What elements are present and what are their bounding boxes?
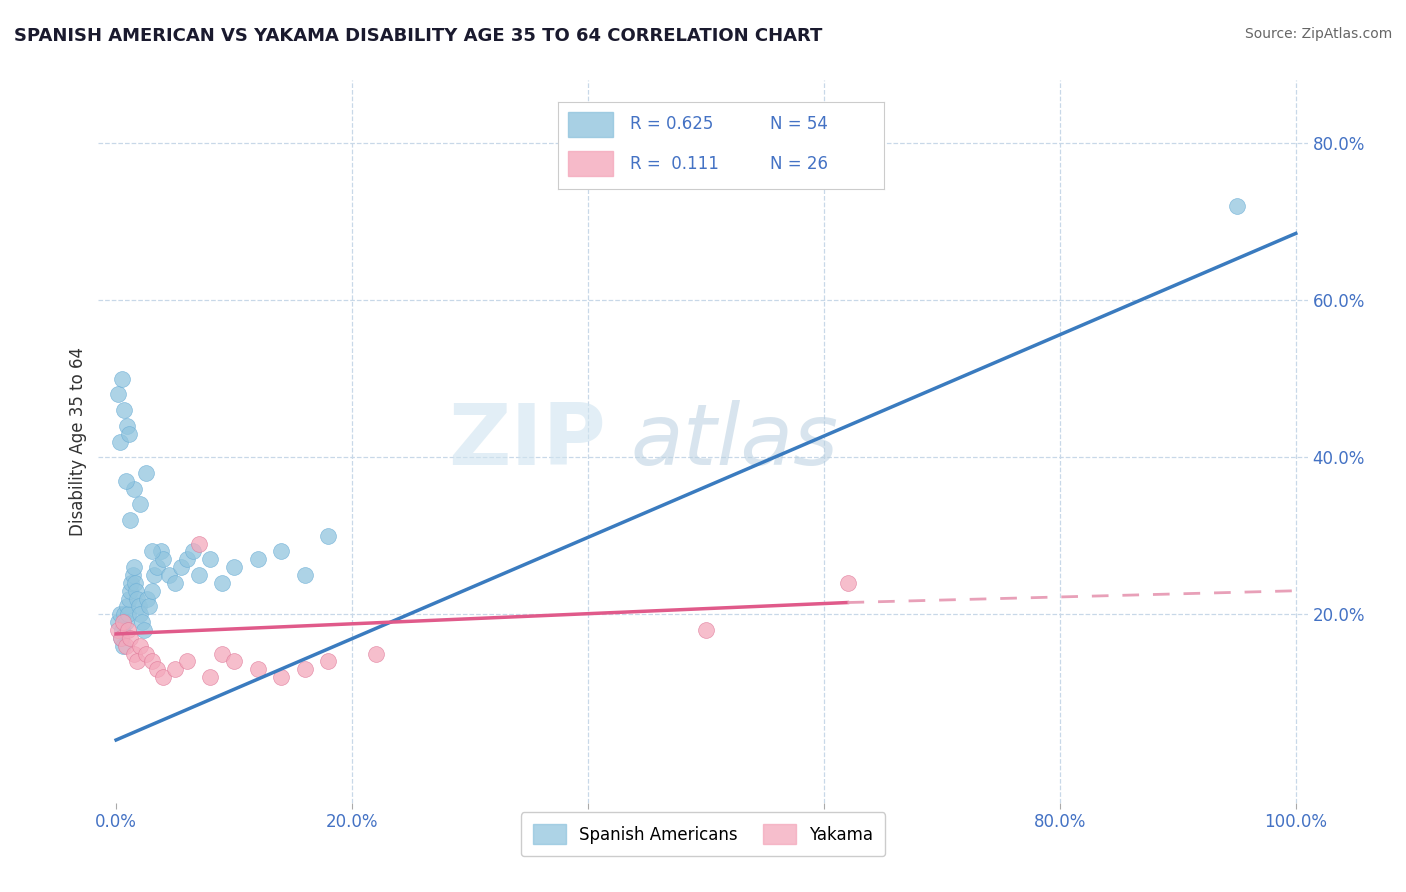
Y-axis label: Disability Age 35 to 64: Disability Age 35 to 64	[69, 347, 87, 536]
Point	[270, 544, 292, 558]
Point	[141, 544, 163, 558]
Point	[121, 568, 143, 582]
Point	[115, 418, 138, 433]
Point	[211, 575, 233, 590]
Point	[146, 662, 169, 676]
Point	[114, 474, 136, 488]
Point	[108, 607, 131, 622]
Point	[695, 623, 717, 637]
Point	[157, 568, 180, 582]
Point	[294, 662, 316, 676]
Point	[112, 403, 135, 417]
Point	[115, 599, 138, 614]
Point	[176, 552, 198, 566]
Point	[135, 591, 157, 606]
Point	[122, 482, 145, 496]
Point	[114, 615, 136, 630]
Point	[135, 466, 157, 480]
Point	[165, 575, 187, 590]
Point	[128, 497, 150, 511]
Point	[134, 623, 156, 637]
Point	[120, 513, 142, 527]
Point	[127, 655, 149, 669]
Point	[107, 615, 129, 630]
Text: Source: ZipAtlas.com: Source: ZipAtlas.com	[1244, 27, 1392, 41]
Point	[1226, 199, 1249, 213]
Point	[246, 662, 269, 676]
Point	[112, 639, 135, 653]
Point	[181, 544, 204, 558]
Point	[120, 583, 142, 598]
Text: ZIP: ZIP	[449, 400, 606, 483]
Text: atlas: atlas	[630, 400, 838, 483]
Point	[318, 655, 340, 669]
Point	[364, 647, 387, 661]
Text: SPANISH AMERICAN VS YAKAMA DISABILITY AGE 35 TO 64 CORRELATION CHART: SPANISH AMERICAN VS YAKAMA DISABILITY AG…	[14, 27, 823, 45]
Point	[200, 552, 222, 566]
Point	[128, 639, 150, 653]
Point	[141, 655, 163, 669]
Point	[170, 560, 193, 574]
Legend: Spanish Americans, Yakama: Spanish Americans, Yakama	[520, 813, 886, 856]
Point	[222, 560, 245, 574]
Point	[117, 623, 139, 637]
Point	[125, 583, 148, 598]
Point	[187, 568, 209, 582]
Point	[111, 372, 134, 386]
Point	[837, 575, 859, 590]
Point	[112, 607, 135, 622]
Point	[108, 434, 131, 449]
Point	[152, 552, 174, 566]
Point	[131, 615, 153, 630]
Point	[246, 552, 269, 566]
Point	[270, 670, 292, 684]
Point	[138, 599, 160, 614]
Point	[152, 670, 174, 684]
Point	[122, 647, 145, 661]
Point	[128, 607, 150, 622]
Point	[112, 615, 135, 630]
Point	[120, 575, 142, 590]
Point	[318, 529, 340, 543]
Point	[111, 623, 134, 637]
Point	[107, 387, 129, 401]
Point	[200, 670, 222, 684]
Point	[127, 591, 149, 606]
Point	[165, 662, 187, 676]
Point	[141, 583, 163, 598]
Point	[187, 536, 209, 550]
Point	[294, 568, 316, 582]
Point	[222, 655, 245, 669]
Point	[176, 655, 198, 669]
Point	[120, 631, 142, 645]
Point	[211, 647, 233, 661]
Point	[110, 631, 132, 645]
Point	[110, 631, 132, 645]
Point	[146, 560, 169, 574]
Point	[117, 607, 139, 622]
Point	[142, 568, 165, 582]
Point	[128, 599, 150, 614]
Point	[118, 426, 141, 441]
Point	[149, 544, 172, 558]
Point	[122, 560, 145, 574]
Point	[135, 647, 157, 661]
Point	[118, 591, 141, 606]
Point	[124, 575, 146, 590]
Point	[114, 639, 136, 653]
Point	[107, 623, 129, 637]
